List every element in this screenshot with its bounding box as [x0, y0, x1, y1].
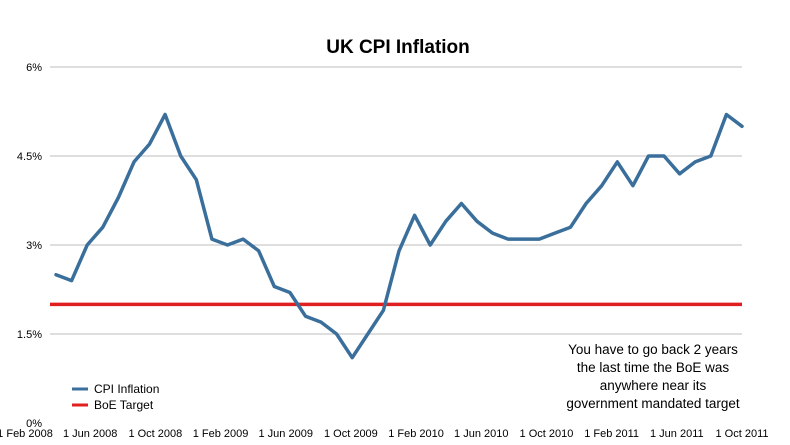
data-point-cpi-inflation — [242, 238, 245, 241]
data-point-cpi-inflation — [335, 333, 338, 336]
data-point-cpi-inflation — [522, 238, 525, 241]
data-point-cpi-inflation — [382, 309, 385, 312]
data-point-cpi-inflation — [70, 279, 73, 282]
data-point-cpi-inflation — [257, 249, 260, 252]
data-point-cpi-inflation — [398, 249, 401, 252]
y-tick-label: 0% — [26, 418, 42, 430]
y-tick-label: 4.5% — [17, 151, 42, 163]
x-tick-label: 1 Oct 2010 — [520, 428, 574, 440]
x-tick-label: 1 Jun 2009 — [259, 428, 313, 440]
data-point-cpi-inflation — [460, 202, 463, 205]
data-point-cpi-inflation — [709, 155, 712, 158]
data-point-cpi-inflation — [678, 172, 681, 175]
data-point-cpi-inflation — [475, 220, 478, 223]
data-point-cpi-inflation — [226, 244, 229, 247]
data-point-cpi-inflation — [101, 226, 104, 229]
data-point-cpi-inflation — [631, 184, 634, 187]
data-point-cpi-inflation — [538, 238, 541, 241]
data-point-cpi-inflation — [179, 155, 182, 158]
data-point-cpi-inflation — [117, 196, 120, 199]
y-tick-label: 6% — [26, 62, 42, 74]
data-point-cpi-inflation — [507, 238, 510, 241]
data-point-cpi-inflation — [663, 155, 666, 158]
series-line-cpi-inflation — [54, 112, 744, 360]
data-point-cpi-inflation — [164, 113, 167, 116]
x-tick-label: 1 Jun 2008 — [63, 428, 117, 440]
data-point-cpi-inflation — [304, 315, 307, 318]
data-point-cpi-inflation — [210, 238, 213, 241]
data-point-cpi-inflation — [351, 356, 354, 359]
data-point-cpi-inflation — [444, 220, 447, 223]
legend: CPI Inflation BoE Target — [72, 382, 159, 412]
y-tick-label: 3% — [26, 240, 42, 252]
data-point-cpi-inflation — [273, 285, 276, 288]
x-tick-label: 1 Oct 2008 — [128, 428, 182, 440]
annotation-line-2: the last time the BoE was — [577, 360, 730, 375]
x-axis-ticks: 1 Feb 2008 1 Jun 2008 1 Oct 2008 1 Feb 2009… — [0, 428, 769, 440]
data-point-cpi-inflation — [694, 160, 697, 163]
data-point-cpi-inflation — [320, 321, 323, 324]
data-point-cpi-inflation — [55, 273, 58, 276]
annotation-line-3: anywhere near its — [600, 378, 707, 393]
data-point-cpi-inflation — [491, 232, 494, 235]
y-axis-ticks: 0% 1.5% 3% 4.5% 6% — [17, 62, 42, 430]
x-tick-label: 1 Jun 2011 — [650, 428, 704, 440]
data-point-cpi-inflation — [741, 125, 744, 128]
x-tick-label: 1 Oct 2011 — [716, 428, 769, 440]
annotation-line-1: You have to go back 2 years — [568, 342, 738, 357]
x-tick-label: 1 Feb 2011 — [584, 428, 639, 440]
data-point-cpi-inflation — [647, 155, 650, 158]
data-point-cpi-inflation — [132, 160, 135, 163]
series-layer — [50, 112, 744, 360]
grid-layer — [50, 66, 742, 335]
data-point-cpi-inflation — [366, 333, 369, 336]
data-point-cpi-inflation — [86, 244, 89, 247]
x-tick-label: 1 Feb 2010 — [388, 428, 444, 440]
legend-label-cpi-inflation: CPI Inflation — [94, 382, 159, 396]
data-point-cpi-inflation — [148, 143, 151, 146]
x-tick-label: 1 Oct 2009 — [324, 428, 378, 440]
data-point-cpi-inflation — [725, 113, 728, 116]
x-tick-label: 1 Feb 2008 — [0, 428, 53, 440]
y-tick-label: 1.5% — [17, 329, 42, 341]
data-point-cpi-inflation — [569, 226, 572, 229]
data-point-cpi-inflation — [429, 244, 432, 247]
data-point-cpi-inflation — [553, 232, 556, 235]
data-point-cpi-inflation — [413, 214, 416, 217]
x-tick-label: 1 Feb 2009 — [193, 428, 249, 440]
x-tick-label: 1 Jun 2010 — [454, 428, 508, 440]
data-point-cpi-inflation — [600, 184, 603, 187]
legend-label-boe-target: BoE Target — [94, 398, 154, 412]
annotation-line-4: government mandated target — [566, 396, 740, 411]
annotation-text: You have to go back 2 years the last tim… — [566, 342, 740, 411]
data-point-cpi-inflation — [585, 202, 588, 205]
chart-title: UK CPI Inflation — [326, 37, 470, 58]
data-point-cpi-inflation — [288, 291, 291, 294]
data-point-cpi-inflation — [195, 178, 198, 181]
data-point-cpi-inflation — [616, 160, 619, 163]
